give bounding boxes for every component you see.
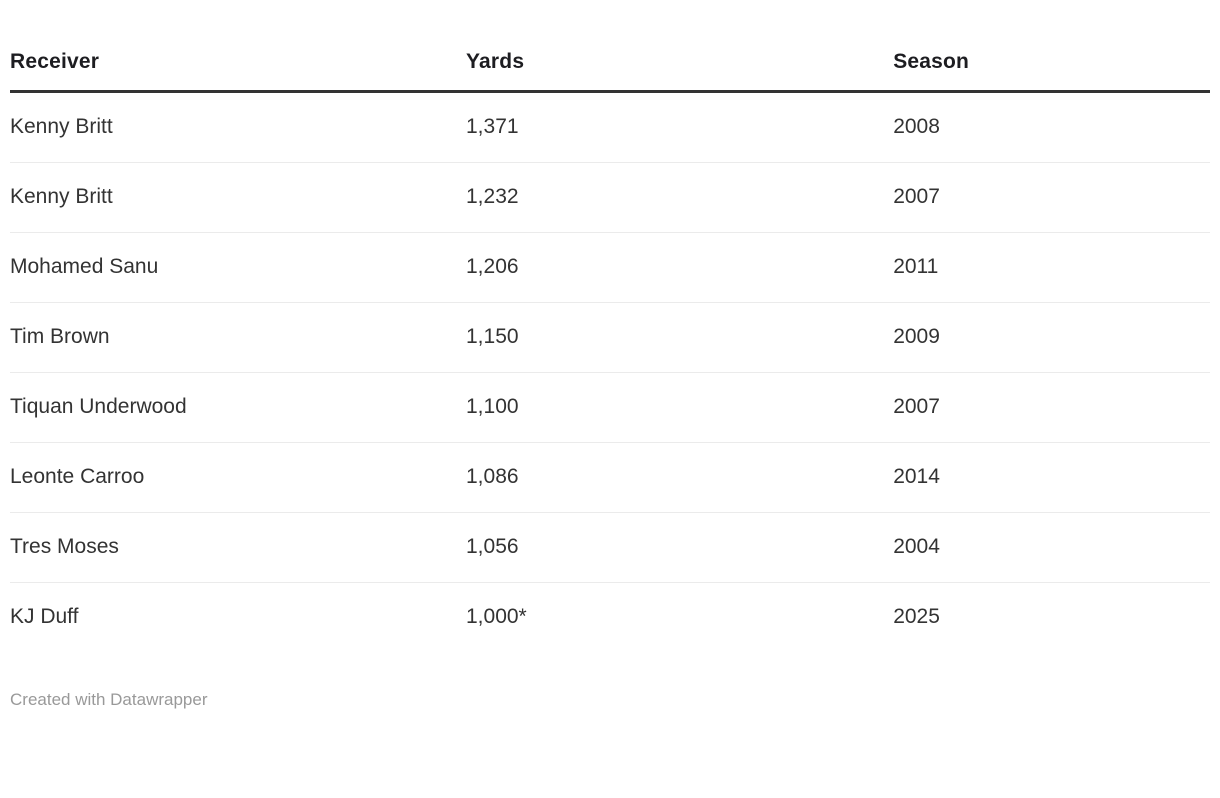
season-cell: 2009 (893, 302, 1210, 373)
table-header: Receiver Yards Season (10, 30, 1210, 93)
table-row: Tim Brown 1,150 2009 (10, 302, 1210, 373)
season-cell: 2025 (893, 605, 940, 628)
season-cell: 2008 (893, 91, 1210, 163)
yards-cell: 1,000* (466, 605, 527, 628)
receiver-cell: Kenny Britt (10, 162, 466, 233)
table-row: KJ Duff 1,000* 2025 (10, 583, 1210, 653)
receiver-cell: Leonte Carroo (10, 442, 466, 513)
table-row: Tiquan Underwood 1,100 2007 (10, 372, 1210, 443)
season-cell: 2004 (893, 512, 1210, 583)
yards-cell: 1,232 (466, 162, 894, 233)
receiving-yards-table: Receiver Yards Season Kenny Britt 1,371 … (10, 30, 1210, 652)
column-header-season: Season (893, 30, 1210, 93)
season-cell: 2007 (893, 372, 1210, 443)
table-body: Kenny Britt 1,371 2008 Kenny Britt 1,232… (10, 91, 1210, 653)
table-container: Receiver Yards Season Kenny Britt 1,371 … (0, 30, 1220, 710)
column-header-yards: Yards (466, 30, 894, 93)
yards-cell: 1,206 (466, 232, 894, 303)
receiver-cell: Tres Moses (10, 512, 466, 583)
table-row: Mohamed Sanu 1,206 2011 (10, 232, 1210, 303)
receiver-cell: Tiquan Underwood (10, 372, 466, 443)
receiver-cell: Kenny Britt (10, 91, 466, 163)
season-cell: 2014 (893, 442, 1210, 513)
receiver-cell: KJ Duff (10, 605, 79, 628)
table-row: Kenny Britt 1,371 2008 (10, 91, 1210, 163)
yards-cell: 1,150 (466, 302, 894, 373)
yards-cell: 1,086 (466, 442, 894, 513)
column-header-receiver: Receiver (10, 30, 466, 93)
datawrapper-credit-link[interactable]: Created with Datawrapper (10, 690, 208, 709)
receiver-cell: Mohamed Sanu (10, 232, 466, 303)
header-row: Receiver Yards Season (10, 30, 1210, 93)
receiver-cell: Tim Brown (10, 302, 466, 373)
season-cell: 2007 (893, 162, 1210, 233)
yards-cell: 1,056 (466, 512, 894, 583)
season-cell: 2011 (893, 232, 1210, 303)
yards-cell: 1,100 (466, 372, 894, 443)
table-row: Tres Moses 1,056 2004 (10, 512, 1210, 583)
table-row: Kenny Britt 1,232 2007 (10, 162, 1210, 233)
table-row: Leonte Carroo 1,086 2014 (10, 442, 1210, 513)
yards-cell: 1,371 (466, 91, 894, 163)
